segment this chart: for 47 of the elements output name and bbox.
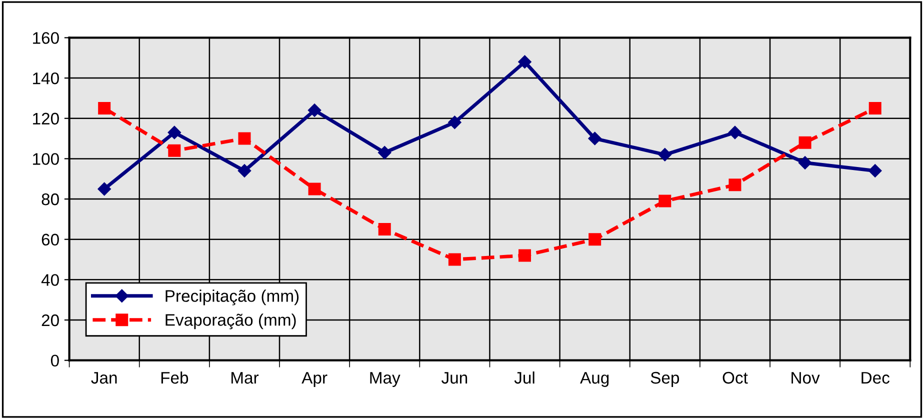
- y-tick-label: 80: [42, 193, 59, 206]
- y-tick-label: 100: [33, 153, 59, 165]
- point: [168, 126, 181, 140]
- point: [728, 126, 742, 140]
- point: [378, 223, 391, 236]
- point: [308, 182, 321, 196]
- point: [798, 156, 812, 170]
- point: [658, 194, 672, 208]
- legend-label: Evaporação (mm): [166, 314, 296, 330]
- x-tick-label: Oct: [722, 372, 748, 384]
- point: [238, 164, 252, 178]
- x-tick-label: Dec: [862, 372, 890, 384]
- x-tick-label: Feb: [161, 371, 188, 384]
- y-tick-label: 40: [41, 274, 59, 286]
- point: [98, 102, 111, 115]
- point: [168, 144, 181, 157]
- point: [588, 132, 602, 146]
- point: [728, 178, 742, 192]
- y-tick-label: 0: [50, 354, 59, 367]
- point: [98, 182, 111, 196]
- y-tick-label: 140: [33, 72, 59, 84]
- point: [518, 249, 532, 262]
- point: [448, 253, 461, 266]
- x-tick-label: Jun: [442, 372, 468, 384]
- x-tick-label: Jan: [91, 372, 117, 384]
- point: [658, 148, 672, 162]
- x-tick-label: Aug: [580, 372, 609, 387]
- point: [518, 55, 532, 68]
- x-tick-label: Apr: [302, 372, 328, 387]
- y-tick-label: 60: [42, 234, 59, 246]
- point: [448, 116, 462, 129]
- point: [378, 146, 392, 160]
- x-tick-label: Jul: [514, 371, 534, 384]
- y-tick-label: 120: [33, 112, 59, 125]
- y-tick-label: 20: [42, 314, 59, 326]
- point: [798, 136, 812, 149]
- x-tick-label: Nov: [792, 372, 820, 384]
- x-tick-label: Mar: [231, 372, 259, 384]
- point: [238, 132, 251, 145]
- x-tick-label: May: [370, 372, 400, 387]
- point: [588, 233, 602, 246]
- point: [868, 102, 882, 115]
- point: [308, 104, 322, 117]
- x-tick-label: Sep: [650, 372, 680, 387]
- point: [868, 164, 882, 178]
- legend-label: Precipitação (mm): [166, 290, 299, 306]
- y-tick-label: 160: [33, 32, 59, 44]
